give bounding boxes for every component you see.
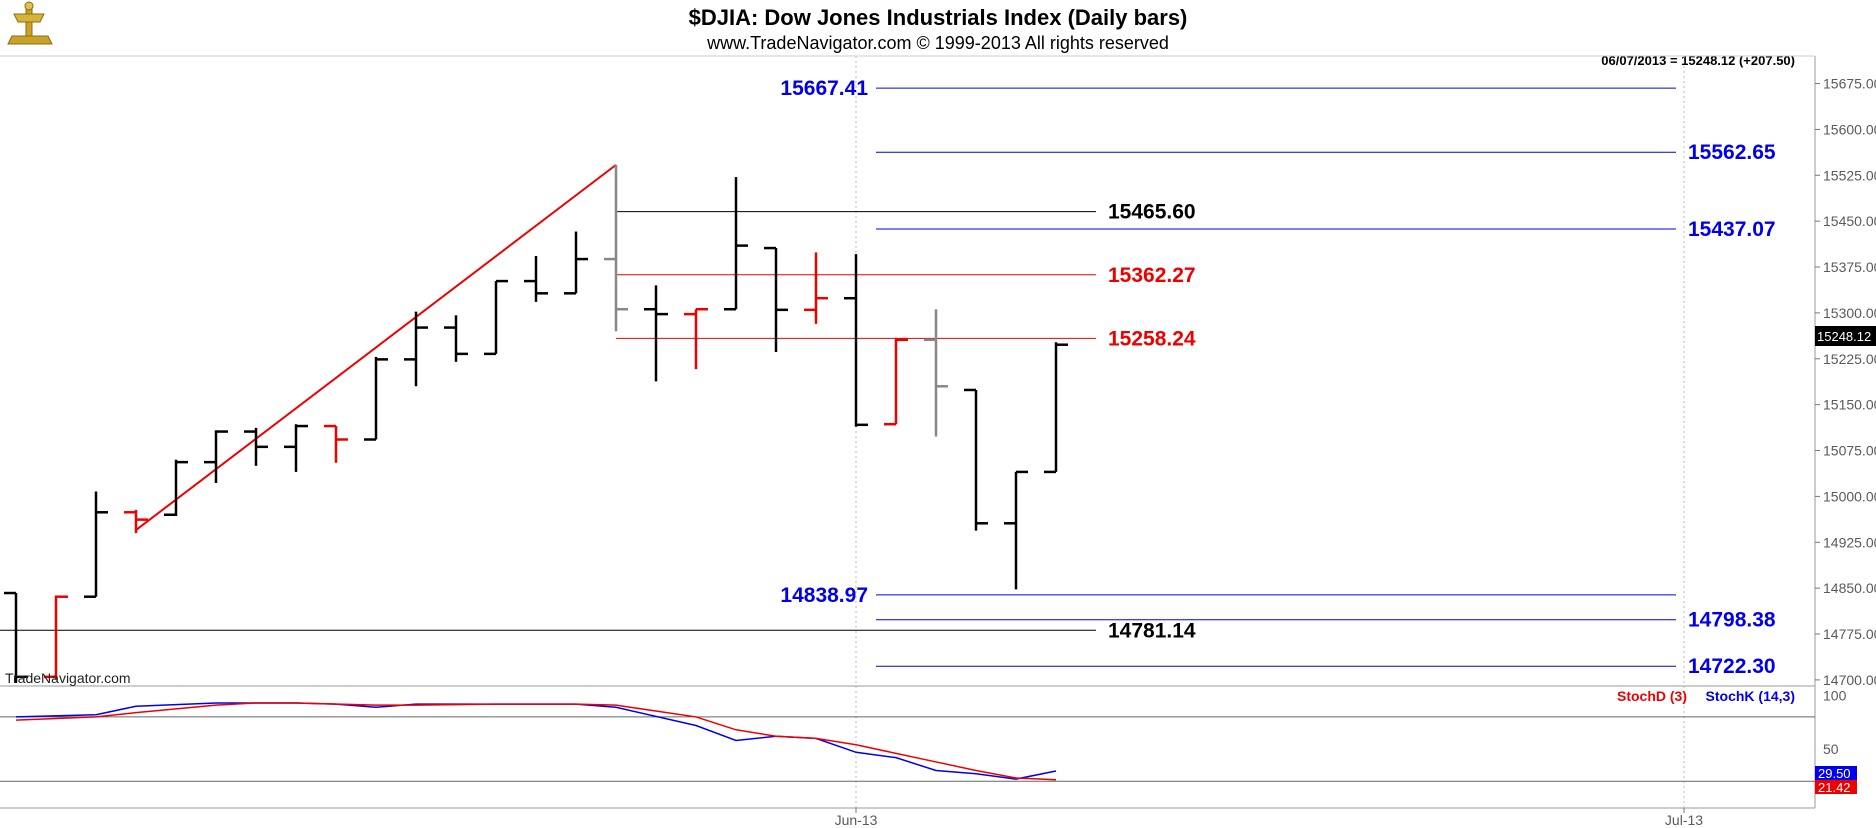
price-bar-21 (844, 254, 868, 427)
level-label-1: 15562.65 (1688, 141, 1776, 164)
y-tick-label-13: 14700.00 (1823, 672, 1876, 688)
chart-title: $DJIA: Dow Jones Industrials Index (Dail… (689, 5, 1188, 30)
stochd-last-value: 21.42 (1818, 780, 1851, 795)
legend-stochk: StochK (14,3) (1706, 688, 1795, 704)
price-bar-25 (1004, 470, 1028, 590)
level-label-7: 14798.38 (1688, 609, 1776, 632)
price-bar-17 (684, 307, 708, 370)
y-tick-label-2: 15525.00 (1823, 167, 1876, 183)
y-tick-label-11: 14850.00 (1823, 580, 1876, 596)
last-price-info: 06/07/2013 = 15248.12 (+207.50) (1601, 53, 1795, 68)
price-bar-7 (284, 424, 308, 472)
y-tick-label-7: 15150.00 (1823, 397, 1876, 413)
legend-stochd: StochD (3) (1617, 688, 1687, 704)
y-tick-label-6: 15225.00 (1823, 351, 1876, 367)
stochk-last-value: 29.50 (1818, 766, 1851, 781)
level-label-0: 15667.41 (780, 77, 868, 100)
price-bar-5 (204, 430, 228, 483)
stochastic-panel (0, 702, 1815, 782)
level-label-9: 14722.30 (1688, 655, 1776, 678)
level-lines: 15667.41 15562.65 15465.60 15437.07 15362.27… (0, 77, 1776, 678)
price-bar-14 (564, 231, 588, 295)
price-bar-1 (44, 595, 68, 680)
y-tick-label-1: 15600.00 (1823, 121, 1876, 137)
price-bar-16 (644, 285, 668, 382)
y-tick-label-4: 15375.00 (1823, 259, 1876, 275)
level-label-5: 15258.24 (1108, 327, 1196, 350)
price-bar-8 (324, 424, 348, 463)
y-tick-label-12: 14775.00 (1823, 626, 1876, 642)
y-tick-label-9: 15000.00 (1823, 488, 1876, 504)
level-label-2: 15465.60 (1108, 201, 1196, 224)
price-bar-22 (884, 338, 908, 426)
level-label-8: 14781.14 (1108, 619, 1196, 642)
y-tick-label-3: 15450.00 (1823, 213, 1876, 229)
price-bar-0 (4, 591, 28, 683)
axes: 15675.00 15600.00 15525.00 15450.00 15375.00… (835, 76, 1876, 828)
price-bar-4 (164, 459, 188, 516)
y-tick-label-10: 14925.00 (1823, 534, 1876, 550)
level-label-6: 14838.97 (780, 584, 868, 607)
stoch-tick-label-1: 50 (1823, 741, 1839, 757)
price-bar-18 (724, 177, 748, 311)
price-bar-26 (1044, 342, 1068, 474)
price-bar-9 (364, 356, 388, 441)
price-bar-19 (764, 246, 788, 353)
price-bar-6 (244, 427, 268, 466)
grid-layer (0, 55, 1816, 809)
price-bar-10 (404, 311, 428, 387)
price-bar-15 (604, 164, 628, 332)
stoch-last-values: 29.50 21.42 (1815, 766, 1857, 795)
y-tick-label-5: 15300.00 (1823, 305, 1876, 321)
price-bar-13 (524, 256, 548, 302)
watermark: TradeNavigator.com (5, 670, 131, 686)
x-tick-label-0: Jun-13 (835, 812, 878, 828)
level-label-4: 15362.27 (1108, 264, 1196, 287)
x-tick-label-1: Jul-13 (1665, 812, 1703, 828)
price-bar-11 (444, 315, 468, 362)
stoch-series-d (15, 702, 1057, 781)
chart-subtitle: www.TradeNavigator.com © 1999-2013 All r… (706, 33, 1169, 53)
y-tick-label-8: 15075.00 (1823, 443, 1876, 459)
stoch-tick-label-0: 100 (1823, 688, 1847, 704)
price-bar-24 (964, 388, 988, 531)
last-price-box-label: 15248.12 (1817, 329, 1871, 344)
header-area (0, 0, 1876, 56)
price-bar-3 (124, 509, 148, 534)
price-bar-2 (84, 491, 108, 598)
last-price-box: 15248.12 (1815, 326, 1876, 346)
price-bar-20 (804, 252, 828, 324)
price-bars (4, 164, 1068, 683)
level-label-3: 15437.07 (1688, 218, 1776, 241)
y-tick-label-0: 15675.00 (1823, 76, 1876, 92)
gold-trident-logo (7, 1, 53, 45)
price-bar-23 (924, 309, 948, 437)
price-bar-12 (484, 279, 508, 356)
